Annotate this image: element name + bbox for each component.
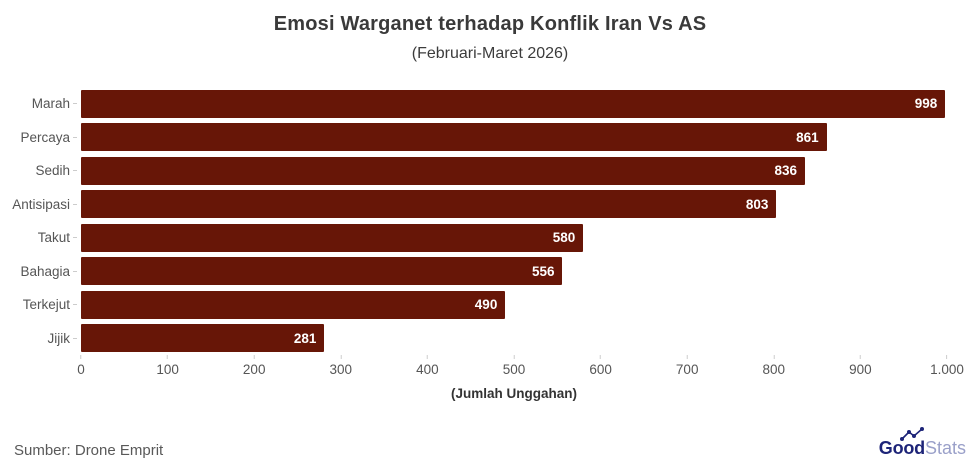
bar-track: 836 (81, 156, 947, 185)
category-label: Bahagia (20, 263, 70, 279)
x-tick-label: 500 (502, 362, 526, 377)
bar: 998 (81, 89, 946, 118)
bar: 556 (81, 257, 563, 286)
x-tick: 900 (849, 355, 872, 377)
x-tick-mark (600, 355, 602, 359)
x-tick-mark (773, 355, 775, 359)
bar-row: Takut 580 (0, 221, 980, 255)
x-tick-label: 600 (589, 362, 612, 377)
logo-text-bold: Good (878, 438, 925, 458)
x-tick-mark (686, 355, 688, 359)
x-tick: 300 (329, 355, 353, 377)
x-tick-label: 0 (77, 362, 85, 377)
x-tick: 800 (762, 355, 786, 377)
y-tick-mark (73, 304, 77, 306)
y-tick-mark (73, 337, 77, 339)
value-label: 998 (914, 96, 938, 112)
x-tick-label: 700 (675, 362, 699, 377)
x-tick-mark (340, 355, 342, 359)
logo-text-light: Stats (924, 438, 966, 458)
plot-area: Marah 998 Percaya 861 Sedih 836 Antisipasi 803 T… (0, 87, 980, 355)
bar-row: Marah 998 (0, 87, 980, 121)
bar: 580 (81, 223, 584, 252)
x-tick-mark (946, 355, 948, 359)
bar-track: 556 (81, 257, 947, 286)
x-tick: 400 (416, 355, 439, 377)
x-tick: 0 (77, 355, 85, 377)
x-tick-label: 200 (242, 362, 266, 377)
bar-row: Percaya 861 (0, 121, 980, 155)
x-tick-mark (80, 355, 82, 359)
value-label: 556 (531, 263, 555, 279)
x-axis-label: (Jumlah Unggahan) (450, 386, 577, 401)
category-label: Marah (31, 96, 70, 112)
category-label: Antisipasi (12, 196, 70, 212)
x-tick-mark (859, 355, 861, 359)
bar: 836 (81, 156, 805, 185)
bar: 803 (81, 190, 777, 219)
category-label: Terkejut (22, 297, 70, 313)
bar-row: Terkejut 490 (0, 288, 980, 322)
bar: 281 (81, 324, 325, 353)
x-tick-mark (513, 355, 515, 359)
value-label: 803 (745, 196, 769, 212)
x-tick-label: 1.000 (930, 362, 964, 377)
bar-row: Jijik 281 (0, 322, 980, 356)
bar-track: 803 (81, 190, 947, 219)
bar: 490 (81, 290, 506, 319)
value-label: 580 (552, 230, 576, 246)
trend-line-icon (899, 427, 924, 441)
bar-track: 490 (81, 290, 947, 319)
category-label: Takut (37, 230, 70, 246)
x-tick-mark (167, 355, 169, 359)
y-tick-mark (73, 103, 77, 105)
x-tick-label: 900 (849, 362, 872, 377)
x-tick-mark (426, 355, 428, 359)
x-tick: 500 (502, 355, 526, 377)
bar-track: 998 (81, 89, 947, 118)
source-note: Sumber: Drone Emprit (14, 442, 164, 459)
value-label: 836 (774, 163, 797, 179)
x-tick: 600 (589, 355, 612, 377)
y-tick-mark (73, 136, 77, 138)
bar-row: Sedih 836 (0, 154, 980, 188)
chart-subtitle: (Februari-Maret 2026) (411, 45, 569, 62)
bar-row: Antisipasi 803 (0, 188, 980, 222)
bar-row: Bahagia 556 (0, 255, 980, 289)
y-tick-mark (73, 170, 77, 172)
goodstats-logo: GoodStats (878, 427, 966, 459)
bar-track: 861 (81, 123, 947, 152)
category-label: Sedih (35, 163, 70, 179)
category-label: Percaya (20, 129, 70, 145)
x-tick-label: 400 (416, 362, 439, 377)
value-label: 281 (293, 330, 317, 346)
category-label: Jijik (47, 330, 71, 346)
x-axis: 0 100 200 300 400 500 600 700 800 900 1.000 (77, 355, 964, 379)
y-tick-mark (73, 237, 77, 239)
x-tick-label: 300 (329, 362, 353, 377)
chart-title: Emosi Warganet terhadap Konflik Iran Vs … (273, 13, 707, 35)
value-label: 861 (796, 129, 819, 145)
x-tick-mark (253, 355, 255, 359)
y-tick-mark (73, 270, 77, 272)
x-tick: 100 (156, 355, 179, 377)
x-tick: 700 (675, 355, 699, 377)
y-tick-mark (73, 203, 77, 205)
bar-track: 281 (81, 324, 947, 353)
bar-track: 580 (81, 223, 947, 252)
bar: 861 (81, 123, 827, 152)
x-tick-label: 100 (156, 362, 179, 377)
x-tick-label: 800 (762, 362, 786, 377)
value-label: 490 (474, 297, 498, 313)
footer: Sumber: Drone Emprit GoodStats (0, 427, 980, 459)
x-tick: 1.000 (930, 355, 964, 377)
x-tick: 200 (242, 355, 266, 377)
